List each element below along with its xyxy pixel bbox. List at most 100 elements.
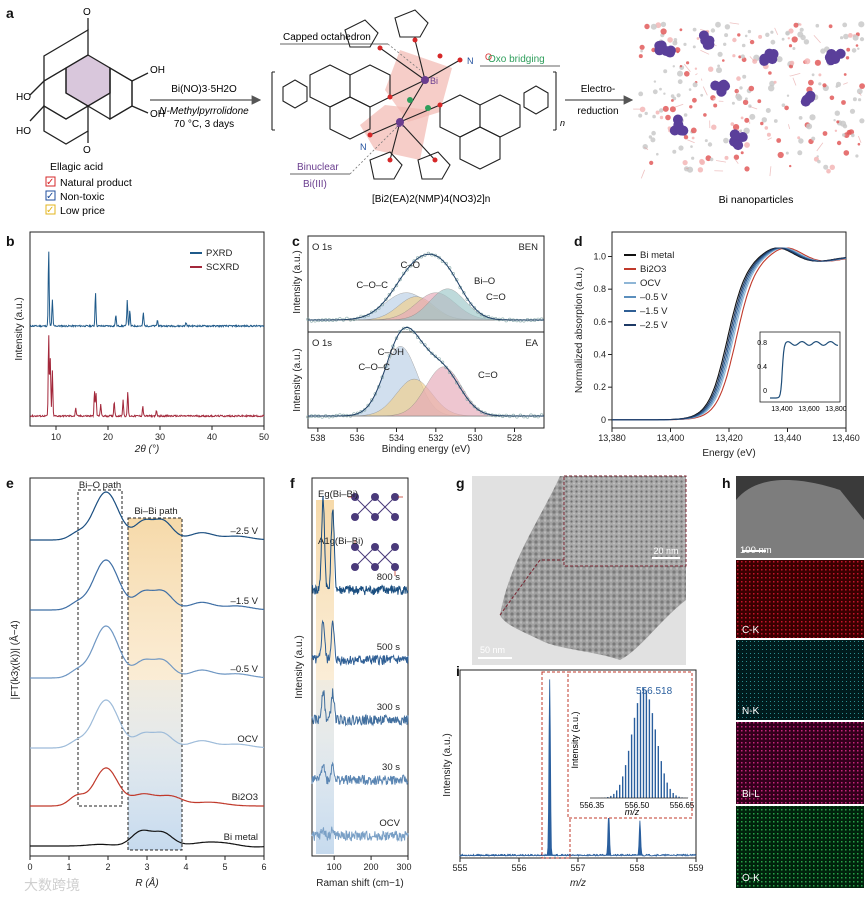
atom [748, 85, 755, 92]
bond [702, 86, 708, 96]
atom [738, 55, 742, 59]
series-line [30, 491, 265, 541]
atom [700, 93, 704, 97]
atom [857, 142, 861, 146]
atom [797, 136, 801, 140]
atom [784, 105, 789, 111]
series-line [612, 247, 847, 421]
fit-envelope [308, 253, 544, 321]
x-tick-label: 30 [155, 432, 165, 442]
x-tick-label: 556 [511, 863, 526, 873]
atom [704, 139, 708, 143]
legend-label: Bi metal [640, 250, 674, 261]
atom [686, 166, 694, 173]
atom [679, 65, 683, 68]
atom [689, 105, 693, 109]
x-axis-label: Binding energy (eV) [382, 444, 470, 455]
bi-nanoparticle-render [633, 21, 865, 179]
conditions: 70 °C, 3 days [174, 119, 234, 130]
panel-a: a O O OH HO HO OH Ellagic acid ✓ N [6, 5, 865, 217]
atom [835, 85, 839, 88]
atom [826, 168, 831, 174]
data-point [412, 259, 416, 263]
atom [659, 115, 664, 120]
bond [790, 72, 801, 77]
leader-line [387, 43, 421, 71]
data-point [472, 404, 477, 409]
scale-bar-label: 100 nm [740, 545, 772, 556]
reagent: Bi(NO)3·5H2O [171, 84, 237, 95]
panel-h: h 100 nm C-K N-K Bi-L O-K [722, 475, 864, 888]
atom [692, 27, 697, 32]
atom [732, 37, 737, 43]
bond [735, 89, 739, 96]
atom [730, 122, 735, 126]
y-tick-label: 0.4 [593, 350, 606, 360]
atom [683, 135, 689, 140]
panel-label-c: c [292, 233, 300, 249]
atom [724, 24, 731, 30]
atom [786, 94, 790, 97]
tem-inset [563, 475, 687, 567]
bond [685, 167, 689, 170]
bi-cluster-atom [737, 132, 748, 143]
reduction-label-2: reduction [577, 106, 618, 117]
atom [707, 142, 713, 147]
data-point [313, 319, 317, 323]
atom [709, 157, 714, 162]
data-point [338, 317, 342, 321]
atom [828, 24, 833, 29]
series-label: –2.5 V [231, 526, 259, 537]
x-tick-label: 530 [468, 433, 483, 443]
x-tick-label: 4 [183, 862, 188, 872]
series-label: 300 s [377, 702, 400, 713]
data-point [391, 288, 395, 292]
atom [688, 88, 692, 91]
data-point [362, 408, 367, 412]
bond [843, 82, 848, 85]
atom [640, 49, 643, 53]
atom [858, 98, 862, 102]
data-point [462, 291, 466, 295]
atom [785, 30, 790, 36]
atom [733, 124, 740, 131]
legend: PXRD SCXRD [190, 248, 239, 273]
series-line [30, 699, 265, 749]
bi-cluster-atom [830, 51, 841, 62]
bond [700, 49, 710, 55]
atom [797, 31, 804, 38]
series-line-pxrd [29, 251, 265, 329]
atom [822, 131, 828, 136]
bi-atom-label: Bi [430, 76, 438, 86]
bond [816, 142, 824, 152]
atom [722, 59, 725, 62]
atom [781, 103, 786, 107]
bond [729, 22, 740, 25]
atom [834, 110, 840, 116]
x-tick-label: 3 [144, 862, 149, 872]
inset-y-tick-label: 0.4 [757, 364, 767, 371]
atom [740, 54, 745, 59]
atom [818, 82, 822, 86]
checkbox [45, 204, 56, 215]
series-label: –1.5 V [231, 596, 259, 607]
y-axis-label: |FT(k3χ(k))| (Å−4) [8, 620, 21, 699]
inset-y-axis-label: Intensity (a.u.) [570, 711, 580, 768]
x-tick-label: 100 [327, 862, 342, 872]
atom [846, 129, 852, 135]
atom [836, 120, 840, 124]
x-tick-label: 13,460 [832, 433, 860, 443]
atom [757, 99, 762, 104]
atom [789, 60, 795, 66]
bond [644, 146, 649, 151]
atom [677, 70, 683, 77]
atom [683, 113, 688, 117]
atom [785, 151, 789, 155]
atom [735, 93, 742, 100]
bond [683, 63, 691, 73]
panel-label-f: f [290, 475, 295, 491]
atom [859, 118, 865, 124]
inset-y-tick-label: 0 [763, 388, 767, 395]
bi-bi-path-box [127, 517, 183, 851]
panel-f: f Eg(Bi–Bi) A1g(Bi–Bi) 8 [290, 475, 412, 889]
